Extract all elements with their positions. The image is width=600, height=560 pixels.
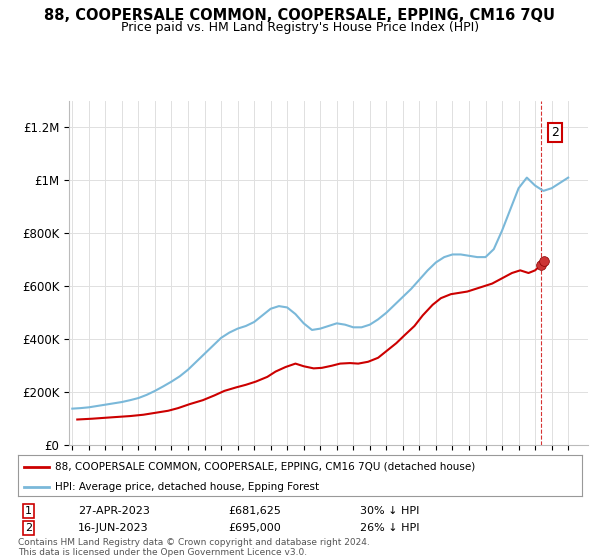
Text: Contains HM Land Registry data © Crown copyright and database right 2024.
This d: Contains HM Land Registry data © Crown c… <box>18 538 370 557</box>
Text: 2: 2 <box>551 126 559 139</box>
Text: 26% ↓ HPI: 26% ↓ HPI <box>360 522 419 533</box>
Text: 1: 1 <box>25 506 32 516</box>
Text: HPI: Average price, detached house, Epping Forest: HPI: Average price, detached house, Eppi… <box>55 482 319 492</box>
Text: 2: 2 <box>25 522 32 533</box>
Text: 88, COOPERSALE COMMON, COOPERSALE, EPPING, CM16 7QU: 88, COOPERSALE COMMON, COOPERSALE, EPPIN… <box>44 8 556 24</box>
Text: 88, COOPERSALE COMMON, COOPERSALE, EPPING, CM16 7QU (detached house): 88, COOPERSALE COMMON, COOPERSALE, EPPIN… <box>55 461 475 472</box>
Text: 27-APR-2023: 27-APR-2023 <box>78 506 150 516</box>
Text: 16-JUN-2023: 16-JUN-2023 <box>78 522 149 533</box>
Text: £681,625: £681,625 <box>228 506 281 516</box>
Text: 30% ↓ HPI: 30% ↓ HPI <box>360 506 419 516</box>
Text: Price paid vs. HM Land Registry's House Price Index (HPI): Price paid vs. HM Land Registry's House … <box>121 21 479 34</box>
Text: £695,000: £695,000 <box>228 522 281 533</box>
